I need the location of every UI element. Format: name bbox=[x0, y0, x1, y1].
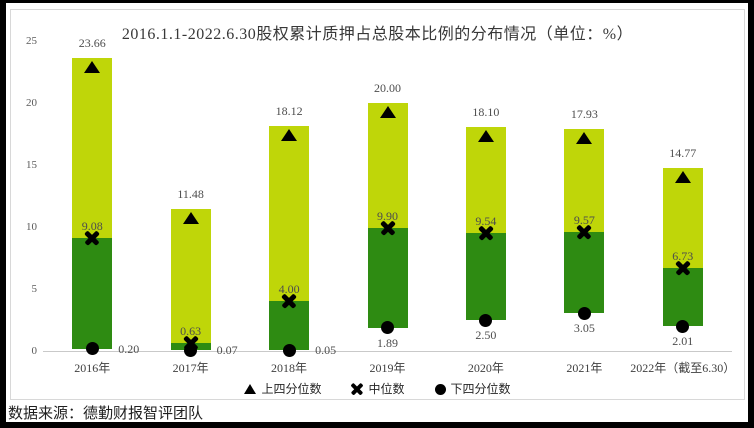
legend-triangle-icon bbox=[244, 384, 257, 394]
upper-quartile-marker bbox=[281, 129, 298, 142]
legend-label: 中位数 bbox=[368, 382, 405, 396]
lower-quartile-marker bbox=[381, 321, 394, 335]
chart-canvas: 0 5 10 15 20 25 23.66 9.08 0.20 2016年 11.48 0.63 0.0… bbox=[11, 10, 744, 399]
y-axis-tick-label: 20 bbox=[26, 97, 37, 109]
lower-quartile-value-label: 0.05 bbox=[315, 343, 337, 358]
bar-lower-segment bbox=[72, 238, 113, 349]
bar-upper-segment bbox=[564, 128, 605, 233]
lower-quartile-value-label: 0.07 bbox=[216, 343, 238, 358]
x-axis-line bbox=[43, 351, 732, 352]
x-axis-category-label: 2016年 bbox=[74, 361, 111, 375]
x-axis-category-label: 2020年 bbox=[467, 361, 504, 375]
y-axis-tick-label: 5 bbox=[31, 283, 38, 295]
lower-quartile-value-label: 2.50 bbox=[475, 328, 497, 342]
lower-quartile-value-label: 3.05 bbox=[573, 321, 595, 336]
upper-quartile-marker bbox=[379, 106, 396, 118]
chart-title: 2016.1.1-2022.6.30股权累计质押占总股本比例的分布情况（单位：%… bbox=[121, 26, 634, 43]
x-axis-category-label: 2017年 bbox=[172, 361, 209, 375]
lower-quartile-value-label: 1.89 bbox=[377, 335, 398, 350]
median-value-label: 4.00 bbox=[278, 282, 300, 297]
lower-quartile-value-label: 2.01 bbox=[672, 334, 694, 349]
median-value-label: 9.54 bbox=[475, 213, 497, 228]
bar-lower-segment bbox=[269, 301, 310, 351]
legend-label: 下四分位数 bbox=[450, 382, 511, 396]
lower-quartile-marker bbox=[577, 306, 591, 320]
y-axis-tick-label: 15 bbox=[26, 159, 37, 171]
bar-upper-segment bbox=[170, 208, 211, 344]
upper-quartile-marker bbox=[84, 60, 101, 73]
upper-quartile-value-label: 18.12 bbox=[275, 104, 303, 119]
x-axis-category-label: 2021年 bbox=[566, 361, 603, 375]
data-source-text: 数据来源：德勤财报智评团队 bbox=[8, 406, 204, 422]
x-axis-category-label: 2019年 bbox=[369, 361, 406, 375]
chart-legend: 上四分位数 中位数 下四分位数 bbox=[11, 381, 744, 397]
median-value-label: 9.08 bbox=[81, 219, 103, 234]
bar-upper-segment bbox=[367, 103, 408, 229]
upper-quartile-marker bbox=[182, 211, 199, 224]
legend-item: 中位数 bbox=[351, 381, 404, 397]
median-value-label: 6.73 bbox=[672, 248, 694, 263]
lower-quartile-marker bbox=[676, 319, 690, 333]
lower-quartile-marker bbox=[479, 313, 493, 327]
upper-quartile-value-label: 23.66 bbox=[78, 35, 106, 50]
median-value-label: 0.63 bbox=[180, 324, 202, 339]
chart-container: 2016.1.1-2022.6.30股权累计质押占总股本比例的分布情况（单位：%… bbox=[10, 9, 745, 400]
legend-x-icon bbox=[351, 383, 363, 395]
lower-quartile-marker bbox=[184, 343, 198, 357]
legend-item: 下四分位数 bbox=[434, 381, 511, 397]
bar-upper-segment bbox=[72, 57, 113, 239]
y-axis-tick-label: 0 bbox=[31, 345, 38, 357]
median-value-label: 9.57 bbox=[573, 213, 595, 228]
upper-quartile-value-label: 20.00 bbox=[374, 81, 401, 95]
y-axis-tick-label: 25 bbox=[26, 35, 37, 47]
legend-label: 上四分位数 bbox=[261, 382, 322, 396]
upper-quartile-value-label: 17.93 bbox=[570, 106, 598, 121]
x-axis-category-label: 2022年（截至6.30） bbox=[630, 361, 736, 375]
lower-quartile-marker bbox=[85, 342, 99, 356]
upper-quartile-value-label: 11.48 bbox=[177, 186, 204, 201]
upper-quartile-marker bbox=[477, 129, 494, 142]
y-axis-tick-label: 10 bbox=[26, 221, 37, 233]
bar-lower-segment bbox=[564, 232, 605, 314]
page-background: 2016.1.1-2022.6.30股权累计质押占总股本比例的分布情况（单位：%… bbox=[6, 3, 748, 422]
bar-upper-segment bbox=[662, 167, 703, 268]
median-value-label: 9.90 bbox=[377, 209, 398, 224]
upper-quartile-marker bbox=[674, 170, 691, 183]
lower-quartile-value-label: 0.20 bbox=[118, 341, 140, 356]
bar-upper-segment bbox=[269, 126, 310, 302]
lower-quartile-marker bbox=[282, 343, 296, 357]
upper-quartile-marker bbox=[576, 131, 593, 144]
upper-quartile-value-label: 18.10 bbox=[472, 104, 500, 119]
bar-lower-segment bbox=[367, 228, 408, 328]
bar-upper-segment bbox=[465, 126, 506, 233]
bar-lower-segment bbox=[465, 232, 506, 320]
bar-lower-segment bbox=[662, 267, 703, 327]
legend-item: 上四分位数 bbox=[244, 381, 321, 397]
x-axis-category-label: 2018年 bbox=[271, 361, 308, 375]
upper-quartile-value-label: 14.77 bbox=[669, 145, 697, 160]
legend-dot-icon bbox=[434, 383, 446, 395]
